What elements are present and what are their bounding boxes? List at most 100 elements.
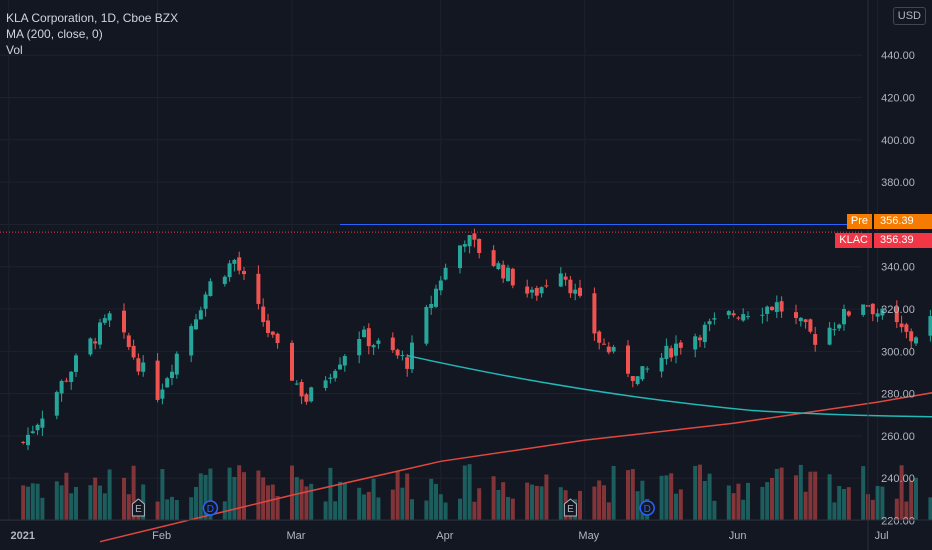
- volume-bar: [899, 465, 904, 520]
- volume-bar: [410, 499, 414, 520]
- volume-bar: [237, 465, 242, 520]
- candle-body: [107, 313, 112, 321]
- volume-bar: [390, 489, 395, 520]
- event-letter: D: [207, 504, 214, 515]
- candle-body: [899, 323, 904, 328]
- candle-body: [424, 307, 429, 344]
- volume-bar: [198, 473, 203, 520]
- candle-body: [578, 287, 582, 296]
- candle-body: [914, 337, 918, 344]
- price-axis[interactable]: 440.00420.00400.00380.00360.00340.00320.…: [867, 0, 915, 550]
- candle-body: [909, 331, 914, 342]
- candle-body: [357, 338, 362, 356]
- candle-body: [731, 313, 736, 316]
- volume-bar: [323, 501, 328, 520]
- candle-body: [304, 394, 309, 402]
- volume-bar: [362, 494, 366, 520]
- volume-bar: [510, 498, 515, 520]
- earnings-badge: [563, 498, 577, 517]
- volume-bar: [227, 467, 232, 520]
- candle-body: [366, 328, 371, 347]
- volume-bar: [674, 493, 678, 520]
- candle-body: [875, 313, 880, 317]
- candle-body: [74, 355, 78, 372]
- time-tick-label: 2021: [11, 530, 35, 542]
- candle-body: [803, 319, 808, 323]
- candle-body: [232, 259, 237, 264]
- candle-body: [472, 233, 477, 240]
- volume-bar: [165, 499, 170, 520]
- candle-body: [813, 334, 818, 345]
- volume-bar: [928, 497, 932, 520]
- candle-body: [530, 289, 534, 293]
- candle-body: [592, 293, 597, 334]
- candle-body: [846, 311, 851, 316]
- candle-body: [59, 380, 64, 394]
- event-markers[interactable]: EDEDEDE: [131, 498, 932, 517]
- price-tick-label: 300.00: [881, 346, 915, 358]
- volume-bar: [491, 476, 496, 520]
- candle-body: [170, 371, 174, 378]
- symbol-title[interactable]: KLA Corporation, 1D, Cboe BZX: [6, 11, 179, 25]
- candle-body: [136, 358, 141, 372]
- volume-bar: [54, 481, 59, 520]
- candle-body: [93, 341, 98, 344]
- candle-body: [198, 310, 203, 320]
- volume-bar: [640, 480, 645, 520]
- volume-bar: [837, 485, 842, 520]
- volume-bar: [630, 469, 635, 520]
- volume-bar: [102, 493, 107, 520]
- dividend-marker[interactable]: D: [639, 500, 655, 516]
- volume-bar: [496, 489, 501, 520]
- candle-body: [443, 267, 448, 280]
- time-tick-label: Jun: [729, 530, 747, 542]
- currency-button[interactable]: USD: [892, 7, 926, 25]
- volume-bar: [438, 494, 443, 520]
- volume-bar: [472, 501, 477, 520]
- event-letter: E: [135, 504, 142, 515]
- volume-bar: [712, 500, 717, 520]
- volume-bar: [597, 480, 602, 520]
- time-tick-label: Apr: [436, 530, 453, 542]
- volume-bar: [842, 488, 846, 520]
- candle-body: [770, 306, 774, 311]
- time-axis[interactable]: 2021FebMarAprMayJunJulAugSepOctNovDec: [0, 519, 932, 542]
- volume-indicator-label[interactable]: Vol: [6, 43, 23, 57]
- candle-body: [98, 322, 102, 345]
- ma-indicator-label[interactable]: MA (200, close, 0): [6, 27, 103, 41]
- candle-body: [928, 316, 932, 336]
- candle-body: [194, 319, 198, 330]
- volume-bar: [602, 485, 606, 520]
- candle-body: [390, 337, 395, 351]
- price-tick-label: 420.00: [881, 93, 915, 105]
- candle-body: [342, 356, 347, 366]
- volume-bar: [40, 497, 45, 520]
- candle-body: [400, 355, 405, 357]
- candle-body: [894, 307, 899, 323]
- candle-body: [160, 389, 165, 399]
- volume-bar: [93, 477, 98, 520]
- volume-bar: [74, 487, 78, 520]
- earnings-marker[interactable]: E: [563, 498, 577, 517]
- volume-bar: [270, 484, 275, 520]
- candle-body: [434, 288, 438, 307]
- dividend-badge: [202, 500, 219, 516]
- candle-body: [645, 368, 650, 370]
- volume-bar: [155, 501, 160, 520]
- candle-body: [798, 317, 803, 322]
- candle-body: [827, 327, 832, 345]
- volume-bar: [88, 485, 93, 520]
- pre-market-value: 356.39: [874, 214, 932, 230]
- dividend-marker[interactable]: D: [202, 500, 219, 516]
- volume-bar: [275, 496, 280, 520]
- earnings-badge: [131, 498, 145, 517]
- earnings-marker[interactable]: E: [131, 498, 145, 517]
- volume-bar: [203, 474, 208, 520]
- volume-bar: [894, 498, 899, 520]
- time-tick-label: Jul: [875, 530, 889, 542]
- volume-bar: [208, 468, 213, 520]
- volume-bar: [774, 468, 779, 520]
- price-tick-label: 240.00: [881, 473, 915, 485]
- candle-body: [64, 380, 69, 382]
